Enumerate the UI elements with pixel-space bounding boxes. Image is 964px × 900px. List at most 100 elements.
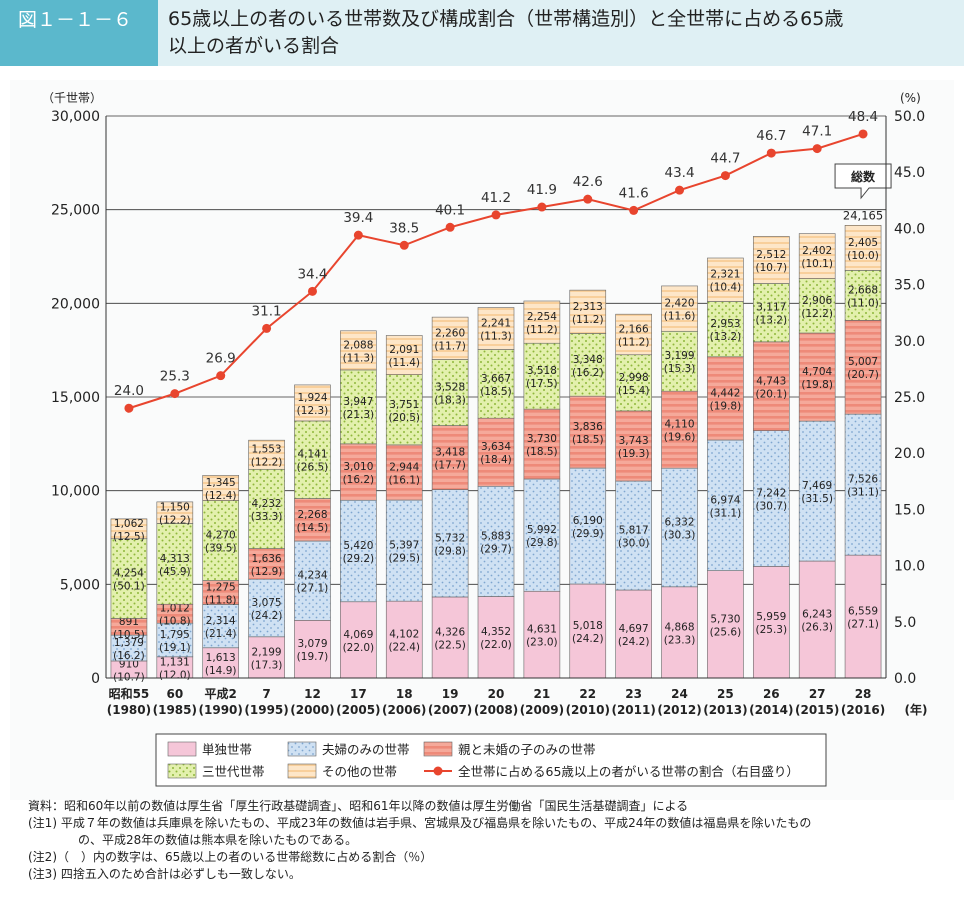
bar-share-label: (50.1) bbox=[113, 581, 145, 593]
x-tick-label: 23 bbox=[625, 687, 642, 701]
bar-value-label: 6,190 bbox=[573, 515, 603, 527]
legend-label-couple: 夫婦のみの世帯 bbox=[322, 742, 410, 757]
bar-share-label: (25.3) bbox=[756, 624, 788, 636]
bar-value-label: 3,836 bbox=[573, 421, 603, 433]
bar-value-label: 6,559 bbox=[848, 606, 878, 618]
bar-share-label: (10.1) bbox=[801, 258, 833, 270]
ratio-point bbox=[262, 323, 272, 333]
bar-share-label: (39.5) bbox=[205, 543, 237, 555]
bar-value-label: 3,634 bbox=[481, 441, 511, 453]
bar-share-label: (18.5) bbox=[526, 446, 558, 458]
figure-title-line-1: 65歳以上の者のいる世帯数及び構成割合（世帯構造別）と全世帯に占める65歳 bbox=[168, 8, 844, 30]
ratio-value-label: 26.9 bbox=[206, 351, 236, 367]
ratio-point bbox=[491, 210, 501, 220]
bar-value-label: 7,526 bbox=[848, 474, 878, 486]
bar-value-label: 3,528 bbox=[435, 382, 465, 394]
bar-share-label: (23.3) bbox=[664, 634, 696, 646]
bar-value-label: 1,012 bbox=[160, 603, 190, 615]
bar-share-label: (27.1) bbox=[847, 619, 879, 631]
bar-value-label: 2,402 bbox=[802, 245, 832, 257]
x-tick-label: 25 bbox=[717, 687, 734, 701]
bar-value-label: 4,442 bbox=[710, 387, 740, 399]
bar-share-label: (29.2) bbox=[343, 553, 375, 565]
ratio-point bbox=[766, 148, 776, 158]
y2-axis-unit-label: (%) bbox=[900, 91, 921, 105]
bar-segment-single bbox=[385, 600, 423, 679]
y2-tick-label: 0.0 bbox=[894, 671, 916, 687]
x-tick-year-label: (2008) bbox=[474, 703, 518, 717]
bar-segment-couple bbox=[569, 467, 607, 585]
bar-segment-other bbox=[661, 285, 698, 332]
bar-value-label: 5,883 bbox=[481, 530, 511, 542]
ratio-value-label: 34.4 bbox=[297, 266, 327, 282]
ratio-value-label: 43.4 bbox=[664, 165, 694, 181]
bar-value-label: 1,345 bbox=[206, 477, 236, 489]
bar-segment-other bbox=[477, 307, 515, 350]
ratio-point bbox=[307, 286, 317, 296]
bar-value-label: 4,234 bbox=[297, 570, 327, 582]
bar-value-label: 2,321 bbox=[710, 269, 740, 281]
bar-segment-three_gen bbox=[294, 420, 331, 499]
ratio-value-label: 39.4 bbox=[343, 210, 373, 226]
bar-segment-couple bbox=[248, 578, 285, 638]
bar-share-label: (22.5) bbox=[434, 639, 466, 651]
bar-value-label: 2,254 bbox=[527, 311, 557, 323]
bar-value-label: 3,947 bbox=[343, 396, 373, 408]
bar-segment-single bbox=[844, 554, 882, 679]
x-tick-label: 28 bbox=[855, 687, 872, 701]
bar-value-label: 1,131 bbox=[160, 656, 190, 668]
ratio-value-label: 41.9 bbox=[527, 182, 557, 198]
bar-value-label: 2,166 bbox=[619, 323, 649, 335]
bar-share-label: (29.8) bbox=[526, 537, 558, 549]
bar-segment-single bbox=[798, 560, 836, 679]
bar-value-label: 3,199 bbox=[664, 350, 694, 362]
bar-value-label: 5,817 bbox=[619, 525, 649, 537]
bar-share-label: (11.4) bbox=[388, 357, 420, 369]
bar-share-label: (29.5) bbox=[388, 553, 420, 565]
ratio-value-label: 46.7 bbox=[756, 128, 786, 144]
bar-value-label: 3,117 bbox=[756, 302, 786, 314]
y-tick-label: 5,000 bbox=[60, 577, 100, 593]
bar-segment-couple bbox=[385, 499, 423, 602]
bar-segment-couple bbox=[523, 478, 561, 592]
bar-value-label: 2,512 bbox=[756, 249, 786, 261]
bar-value-label: 4,069 bbox=[343, 629, 373, 641]
x-tick-year-label: (2015) bbox=[795, 703, 839, 717]
bar-value-label: 6,243 bbox=[802, 609, 832, 621]
bar-segment-parent_child bbox=[798, 332, 836, 422]
bar-value-label: 4,313 bbox=[160, 553, 190, 565]
legend-label-other: その他の世帯 bbox=[322, 764, 397, 779]
bar-segment-three_gen bbox=[707, 301, 744, 358]
bar-segment-single bbox=[477, 596, 515, 679]
bar-share-label: (24.2) bbox=[251, 610, 283, 622]
bar-segment-parent_child bbox=[385, 444, 423, 501]
ratio-point bbox=[858, 129, 868, 139]
bar-segment-other bbox=[569, 289, 607, 334]
bar-share-label: (12.2) bbox=[159, 515, 191, 527]
y2-tick-label: 15.0 bbox=[894, 502, 925, 518]
ratio-value-label: 47.1 bbox=[802, 124, 832, 140]
y-axis-unit-label: （千世帯） bbox=[42, 91, 102, 105]
bar-segment-three_gen bbox=[569, 333, 607, 397]
ratio-point bbox=[353, 230, 363, 240]
bar-value-label: 5,018 bbox=[573, 620, 603, 632]
bar-segment-parent_child bbox=[340, 443, 377, 501]
bar-segment-single bbox=[431, 596, 469, 679]
bar-value-label: 910 bbox=[119, 658, 139, 670]
bar-segment-couple bbox=[661, 467, 698, 588]
bar-share-label: (29.7) bbox=[480, 543, 512, 555]
bar-share-label: (16.2) bbox=[572, 367, 604, 379]
bar-segment-parent_child bbox=[844, 320, 882, 415]
x-tick-label: 21 bbox=[534, 687, 551, 701]
x-tick-label: 12 bbox=[304, 687, 321, 701]
legend-swatch-three_gen bbox=[167, 763, 197, 779]
bar-share-label: (29.9) bbox=[572, 528, 604, 540]
bar-segment-couple bbox=[798, 420, 836, 562]
ratio-point bbox=[445, 222, 455, 232]
note-1: (注1) 平成７年の数値は兵庫県を除いたもの、平成23年の数値は岩手県、宮城県及… bbox=[28, 816, 812, 830]
bar-value-label: 1,924 bbox=[297, 392, 327, 404]
bar-value-label: 4,254 bbox=[114, 568, 144, 580]
bar-segment-couple bbox=[477, 485, 515, 597]
chart-svg: 910(10.7)1,379(16.2)891(10.5)4,254(50.1)… bbox=[42, 91, 927, 787]
ratio-point bbox=[629, 205, 639, 215]
